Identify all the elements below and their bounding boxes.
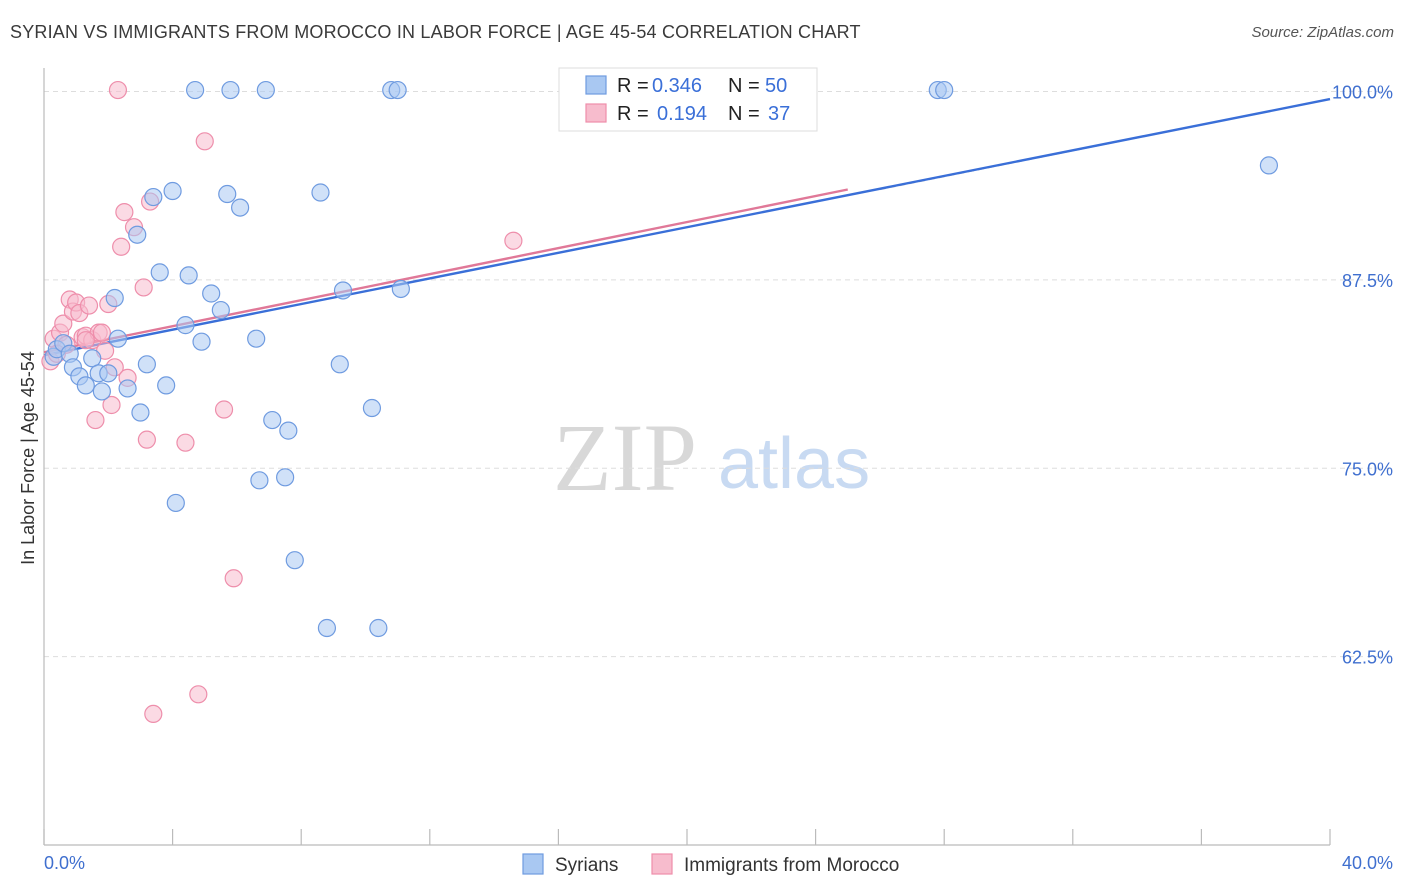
watermark-zip: ZIP bbox=[553, 404, 697, 511]
point-syrians-41 bbox=[333, 281, 353, 300]
point-morocco-25 bbox=[134, 278, 153, 297]
point-syrians-30 bbox=[231, 198, 250, 217]
point-syrians-17 bbox=[144, 187, 163, 207]
point-syrians-19 bbox=[157, 376, 176, 395]
point-syrians-40 bbox=[330, 355, 349, 374]
legend-r-label-2: R = bbox=[617, 103, 649, 125]
point-syrians-27 bbox=[211, 300, 230, 320]
point-syrians-11 bbox=[105, 288, 124, 308]
point-syrians-28 bbox=[218, 184, 237, 204]
point-syrians-12 bbox=[108, 329, 128, 348]
point-morocco-32 bbox=[214, 400, 234, 419]
point-syrians-7 bbox=[83, 349, 102, 368]
point-syrians-22 bbox=[176, 316, 195, 335]
point-syrians-32 bbox=[250, 471, 269, 490]
point-morocco-3 bbox=[54, 314, 73, 333]
point-morocco-28 bbox=[144, 704, 163, 724]
point-syrians-9 bbox=[92, 382, 111, 401]
point-syrians-34 bbox=[263, 410, 282, 430]
point-syrians-25 bbox=[192, 332, 211, 351]
bottom-legend-label-morocco: Immigrants from Morocco bbox=[684, 855, 899, 876]
point-syrians-14 bbox=[128, 225, 147, 244]
legend-n-label-1: N = bbox=[728, 75, 760, 97]
gridlines bbox=[44, 91, 1393, 658]
legend: R = 0.346 N = 50 R = 0.194 N = 37 bbox=[558, 67, 818, 132]
bottom-legend-swatch-morocco bbox=[651, 853, 673, 875]
y-tick-label-0: 100.0% bbox=[1332, 83, 1393, 103]
trend-line-syrians bbox=[43, 97, 1331, 357]
y-tick-label-2: 75.0% bbox=[1342, 459, 1393, 479]
point-morocco-30 bbox=[189, 685, 208, 704]
point-morocco-13 bbox=[86, 410, 105, 430]
point-syrians-16 bbox=[137, 355, 156, 374]
legend-n-value-2: 37 bbox=[768, 103, 790, 125]
point-syrians-38 bbox=[311, 183, 330, 202]
x-tick-label-min: 0.0% bbox=[44, 853, 85, 873]
y-axis-label: In Labor Force | Age 45-54 bbox=[18, 351, 38, 565]
point-syrians-29 bbox=[221, 80, 240, 100]
point-syrians-18 bbox=[150, 263, 169, 282]
point-syrians-35 bbox=[276, 468, 295, 487]
point-syrians-49 bbox=[1259, 156, 1279, 175]
series-morocco-points bbox=[41, 80, 523, 724]
point-morocco-15 bbox=[92, 323, 111, 342]
chart-title: SYRIAN VS IMMIGRANTS FROM MOROCCO IN LAB… bbox=[10, 22, 861, 42]
point-morocco-22 bbox=[115, 203, 134, 222]
y-tick-label-3: 62.5% bbox=[1342, 648, 1393, 668]
point-syrians-31 bbox=[247, 329, 266, 348]
point-syrians-42 bbox=[362, 398, 382, 418]
point-syrians-43 bbox=[369, 618, 388, 638]
point-syrians-39 bbox=[317, 618, 337, 638]
y-tick-label-1: 87.5% bbox=[1342, 271, 1393, 291]
point-morocco-29 bbox=[176, 433, 195, 452]
point-syrians-24 bbox=[186, 80, 205, 100]
point-syrians-37 bbox=[285, 551, 304, 570]
point-morocco-21 bbox=[112, 237, 131, 256]
bottom-legend: Syrians Immigrants from Morocco bbox=[522, 853, 899, 876]
point-syrians-15 bbox=[131, 403, 150, 422]
bottom-legend-label-syrians: Syrians bbox=[555, 855, 618, 876]
legend-swatch-syrians bbox=[585, 75, 607, 95]
point-syrians-36 bbox=[279, 421, 298, 440]
legend-n-label-2: N = bbox=[728, 103, 760, 125]
point-syrians-10 bbox=[99, 364, 118, 383]
point-syrians-23 bbox=[179, 266, 198, 285]
watermark-atlas: atlas bbox=[718, 424, 870, 504]
point-syrians-26 bbox=[202, 284, 221, 303]
point-morocco-11 bbox=[79, 296, 99, 315]
point-syrians-6 bbox=[76, 376, 95, 395]
point-morocco-20 bbox=[108, 80, 128, 100]
point-morocco-26 bbox=[137, 430, 156, 449]
point-syrians-21 bbox=[166, 493, 185, 513]
x-tick-label-max: 40.0% bbox=[1342, 853, 1393, 873]
point-syrians-20 bbox=[163, 181, 182, 201]
point-morocco-34 bbox=[504, 231, 523, 250]
point-morocco-18 bbox=[102, 395, 121, 415]
point-syrians-45 bbox=[388, 80, 407, 100]
point-syrians-48 bbox=[935, 80, 954, 100]
source-credit: Source: ZipAtlas.com bbox=[1251, 24, 1394, 41]
bottom-legend-swatch-syrians bbox=[522, 853, 544, 875]
point-syrians-13 bbox=[118, 379, 137, 398]
x-tick-marks bbox=[43, 829, 1331, 845]
legend-r-value-2: 0.194 bbox=[657, 103, 707, 125]
legend-r-value-1: 0.346 bbox=[652, 75, 702, 97]
point-syrians-33 bbox=[256, 80, 275, 100]
point-morocco-33 bbox=[224, 569, 243, 588]
legend-n-value-1: 50 bbox=[765, 75, 787, 97]
legend-r-label-1: R = bbox=[617, 75, 649, 97]
point-syrians-46 bbox=[391, 279, 410, 299]
point-morocco-31 bbox=[195, 132, 214, 151]
trend-lines bbox=[43, 97, 1331, 357]
legend-swatch-morocco bbox=[585, 103, 607, 123]
series-syrians-points bbox=[44, 80, 1279, 638]
y-tick-labels: 100.0% 87.5% 75.0% 62.5% bbox=[1332, 83, 1393, 668]
point-morocco-36 bbox=[76, 331, 95, 350]
